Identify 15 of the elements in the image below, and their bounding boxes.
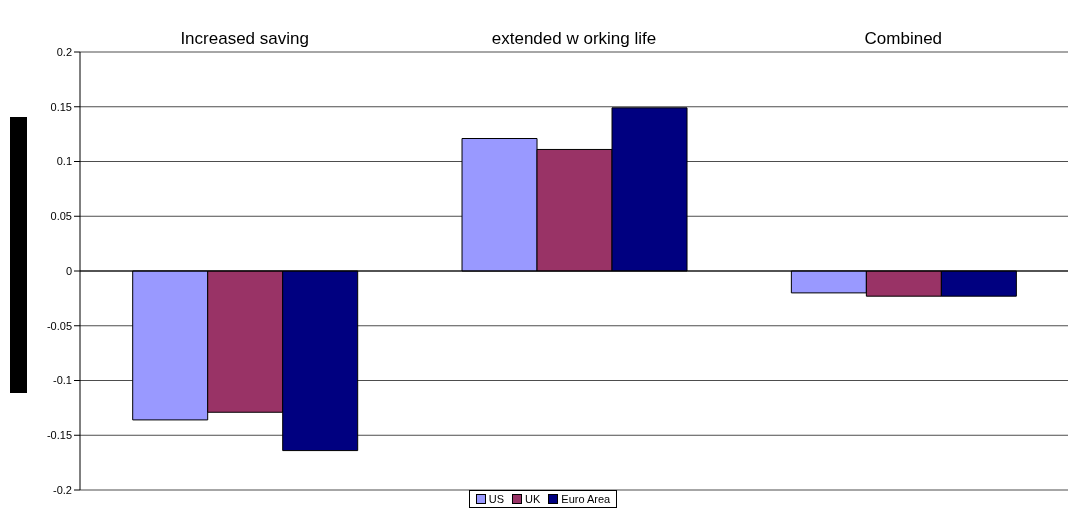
y-tick-label: 0.15 [50,100,72,113]
x-tick-label: Combined [864,29,943,48]
legend-label: Euro Area [560,493,611,505]
y-tick-label: 0.1 [56,155,72,168]
y-tick-label: 0.05 [50,210,72,223]
y-tick-label: -0.15 [46,429,72,442]
y-tick-label: -0.1 [53,374,72,387]
x-tick-label: extended w orking life [491,29,657,48]
x-tick-label: Increased saving [180,29,309,48]
y-tick-label: -0.2 [53,483,72,496]
legend-label: US [487,493,505,505]
legend-label: UK [524,493,541,505]
y-tick-label: 0 [65,264,72,277]
y-tick-label: 0.2 [56,45,72,58]
y-tick-label: -0.05 [46,319,72,332]
